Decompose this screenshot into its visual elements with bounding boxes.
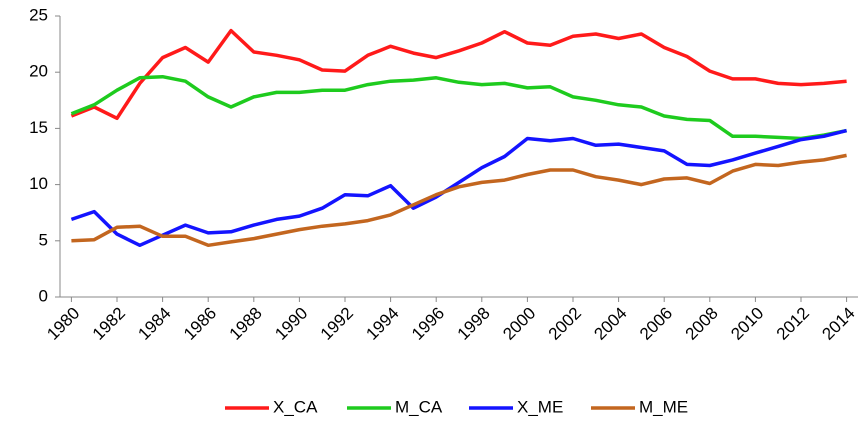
y-tick-label: 20 bbox=[29, 62, 48, 81]
y-tick-label: 0 bbox=[39, 286, 48, 305]
y-tick-label: 25 bbox=[29, 5, 48, 24]
x-tick-label: 1986 bbox=[180, 304, 220, 344]
legend-label: X_ME bbox=[517, 397, 563, 416]
x-tick-label: 2010 bbox=[727, 304, 767, 344]
series-line bbox=[71, 153, 847, 248]
x-tick-label: 2002 bbox=[545, 304, 585, 344]
y-tick-label: 10 bbox=[29, 174, 48, 193]
x-tick-label: 1998 bbox=[454, 304, 494, 344]
x-tick-label: 2008 bbox=[682, 304, 722, 344]
x-tick-label: 1990 bbox=[271, 304, 311, 344]
x-tick-label: 1992 bbox=[317, 304, 357, 344]
x-tick-label: 1982 bbox=[89, 304, 129, 344]
legend-label: X_CA bbox=[273, 397, 318, 416]
y-tick-label: 15 bbox=[29, 118, 48, 137]
x-tick-label: 2012 bbox=[773, 304, 813, 344]
x-tick-label: 2006 bbox=[636, 304, 676, 344]
x-tick-label: 2000 bbox=[499, 304, 539, 344]
series-line bbox=[70, 28, 847, 121]
x-tick-label: 1980 bbox=[43, 304, 83, 344]
series-line bbox=[70, 128, 848, 248]
legend-label: M_CA bbox=[395, 397, 443, 416]
y-tick-label: 5 bbox=[39, 230, 48, 249]
x-tick-label: 1996 bbox=[408, 304, 448, 344]
x-tick-label: 1988 bbox=[226, 304, 266, 344]
series-line bbox=[70, 74, 847, 141]
legend-label: M_ME bbox=[639, 397, 688, 416]
x-tick-label: 2004 bbox=[590, 304, 630, 344]
x-tick-label: 1994 bbox=[362, 304, 402, 344]
x-tick-label: 1984 bbox=[134, 304, 174, 344]
x-tick-label: 2014 bbox=[818, 304, 858, 344]
